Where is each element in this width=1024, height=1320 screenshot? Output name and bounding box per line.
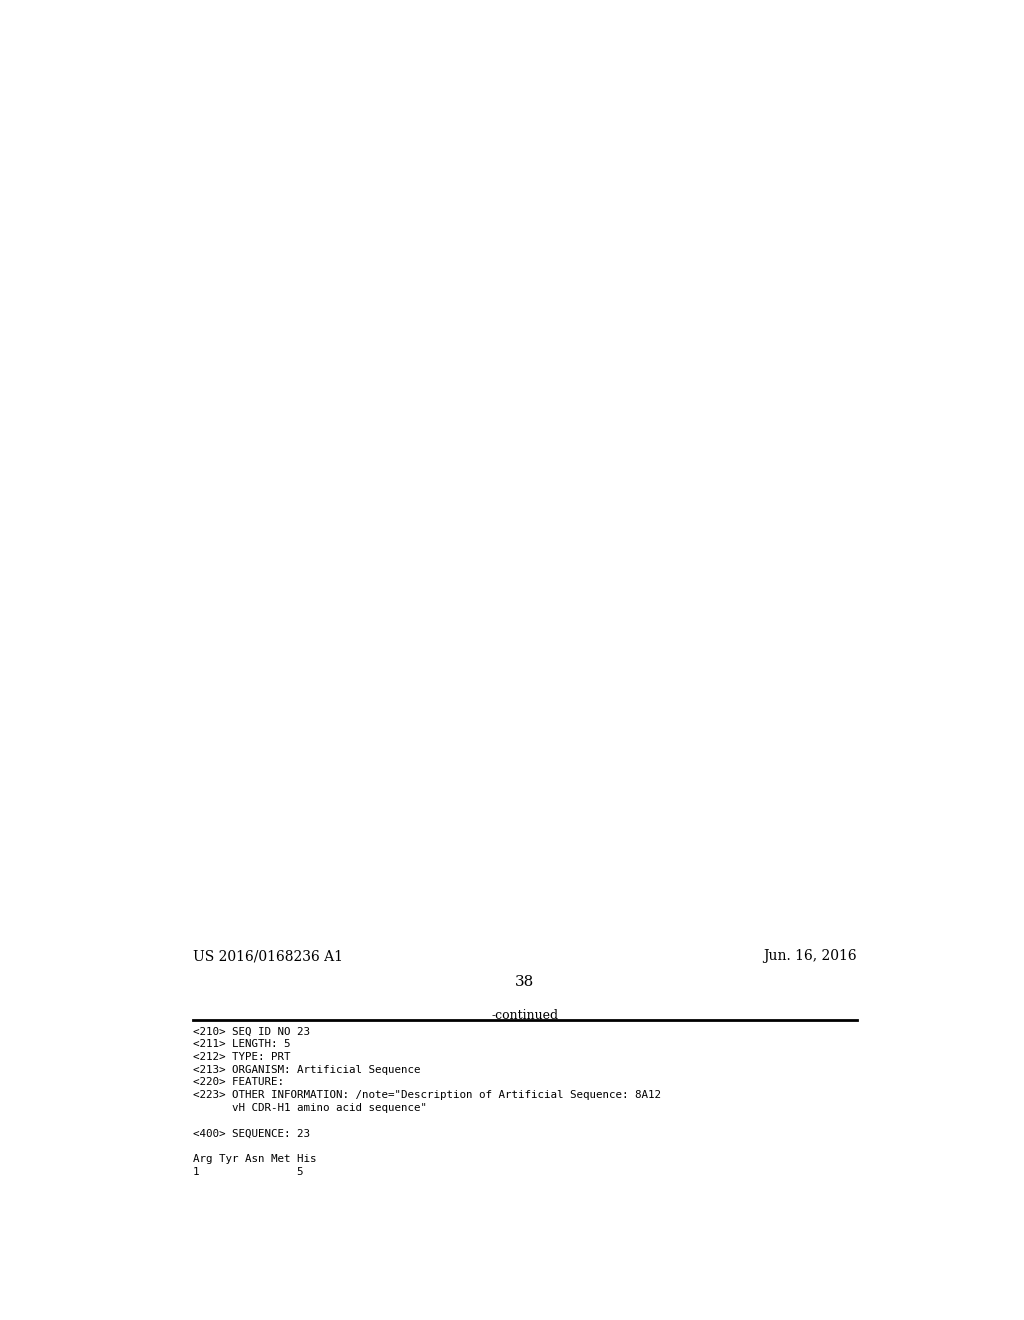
Text: <211> LENGTH: 5: <211> LENGTH: 5 bbox=[194, 1039, 291, 1049]
Text: <212> TYPE: PRT: <212> TYPE: PRT bbox=[194, 1052, 291, 1061]
Text: vH CDR-H1 amino acid sequence": vH CDR-H1 amino acid sequence" bbox=[194, 1104, 427, 1113]
Text: <210> SEQ ID NO 23: <210> SEQ ID NO 23 bbox=[194, 1027, 310, 1036]
Text: 1               5: 1 5 bbox=[194, 1167, 303, 1176]
Text: <220> FEATURE:: <220> FEATURE: bbox=[194, 1077, 284, 1088]
Text: <223> OTHER INFORMATION: /note="Description of Artificial Sequence: 8A12: <223> OTHER INFORMATION: /note="Descript… bbox=[194, 1090, 662, 1100]
Text: -continued: -continued bbox=[492, 1008, 558, 1022]
Text: <400> SEQUENCE: 23: <400> SEQUENCE: 23 bbox=[194, 1129, 310, 1138]
Text: Arg Tyr Asn Met His: Arg Tyr Asn Met His bbox=[194, 1154, 316, 1164]
Text: 38: 38 bbox=[515, 974, 535, 989]
Text: US 2016/0168236 A1: US 2016/0168236 A1 bbox=[194, 949, 343, 964]
Text: Jun. 16, 2016: Jun. 16, 2016 bbox=[763, 949, 856, 964]
Text: <213> ORGANISM: Artificial Sequence: <213> ORGANISM: Artificial Sequence bbox=[194, 1065, 421, 1074]
